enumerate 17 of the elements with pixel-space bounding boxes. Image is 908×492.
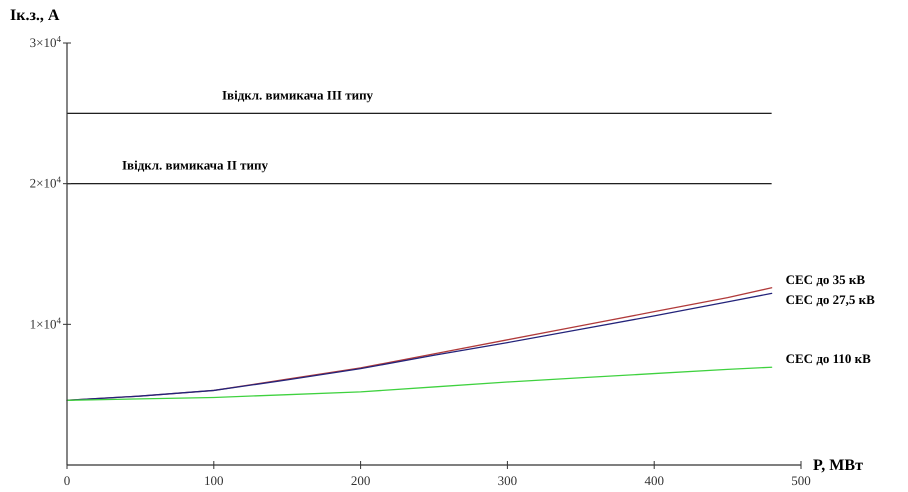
x-tick-label: 400	[644, 473, 664, 488]
x-tick-label: 500	[791, 473, 811, 488]
x-tick-label: 200	[350, 473, 370, 488]
ref-line-label: Iвідкл. вимикача II типу	[122, 158, 268, 173]
x-tick-label: 300	[498, 473, 518, 488]
ref-line-label: Iвідкл. вимикача III типу	[222, 87, 374, 102]
x-axis-title: P, МВт	[813, 457, 864, 474]
line-series	[66, 366, 772, 401]
y-tick-label: 1×10$^{4}$	[30, 315, 62, 332]
series-label: СЕС до 35 кВ	[786, 272, 866, 287]
series-label: СЕС до 27,5 кВ	[786, 292, 876, 307]
y-tick-label: 3×10$^{4}$	[30, 34, 62, 50]
x-tick-label: 0	[64, 473, 70, 488]
y-axis-title: Iк.з., A	[10, 7, 60, 24]
x-tick-label: 100	[204, 473, 224, 488]
series-label: СЕС до 110 кВ	[786, 351, 872, 366]
y-tick-label: 2×10$^{4}$	[30, 174, 62, 191]
